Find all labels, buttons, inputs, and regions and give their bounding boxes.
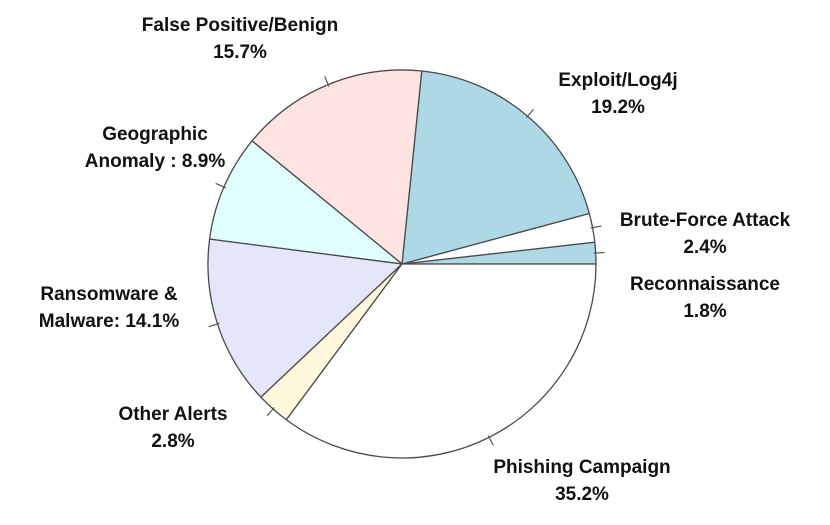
pie-label-line: 35.2% <box>555 484 609 505</box>
pie-label-line: Reconnaissance <box>630 274 780 295</box>
pie-label-line: Geographic <box>102 124 208 145</box>
pie-label-line: Phishing Campaign <box>493 457 670 478</box>
pie-tick-brute-force-attack <box>590 225 602 229</box>
pie-label-geographic-anomaly: Geographic Anomaly : 8.9% <box>85 124 226 172</box>
pie-tick-exploit-log4j <box>525 108 534 119</box>
pie-label-false-positive-benign: False Positive/Benign 15.7% <box>142 15 338 63</box>
pie-label-line: Malware: 14.1% <box>39 311 180 332</box>
pie-tick-other-alerts <box>266 407 275 417</box>
pie-label-line: Exploit/Log4j <box>558 70 677 91</box>
pie-tick-reconnaissance <box>593 251 605 254</box>
pie-label-line: 1.8% <box>683 301 726 322</box>
pie-label-brute-force-attack: Brute-Force Attack 2.4% <box>620 210 791 258</box>
pie-label-line: 2.4% <box>683 237 726 258</box>
pie-label-reconnaissance: Reconnaissance 1.8% <box>630 274 780 322</box>
labels-layer: Reconnaissance 1.8% Brute-Force Attack 2.4%… <box>39 15 791 505</box>
pie-label-other-alerts: Other Alerts 2.8% <box>118 404 227 452</box>
pie-label-line: 2.8% <box>151 431 194 452</box>
ticks-layer <box>208 76 605 446</box>
pie-label-line: False Positive/Benign <box>142 15 338 36</box>
slices-layer <box>207 69 597 459</box>
pie-label-phishing-campaign: Phishing Campaign 35.2% <box>493 457 670 505</box>
pie-label-line: Ransomware & <box>40 284 178 305</box>
pie-tick-phishing-campaign <box>487 435 494 446</box>
pie-label-line: Anomaly : 8.9% <box>85 151 226 172</box>
pie-label-line: 19.2% <box>591 97 645 118</box>
pie-label-ransomware-malware: Ransomware & Malware: 14.1% <box>39 284 180 332</box>
pie-label-line: 15.7% <box>213 42 267 63</box>
pie-tick-false-positive-benign <box>324 76 330 87</box>
pie-label-exploit-log4j: Exploit/Log4j 19.2% <box>558 70 677 118</box>
pie-tick-geographic-anomaly <box>215 182 226 189</box>
pie-label-line: Other Alerts <box>118 404 227 425</box>
pie-tick-ransomware-malware <box>208 322 220 328</box>
pie-label-line: Brute-Force Attack <box>620 210 791 231</box>
